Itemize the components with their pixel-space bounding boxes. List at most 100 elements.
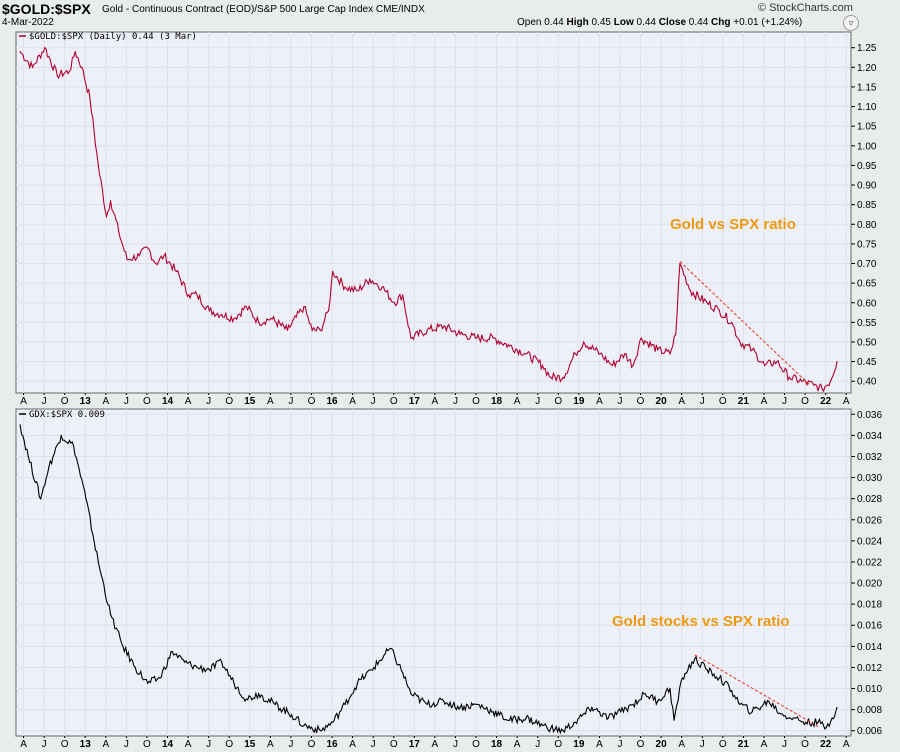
gold-data-point — [443, 325, 445, 327]
gdx-y-tick-label: 0.010 — [857, 684, 882, 695]
gdx-x-tick-label: A — [432, 739, 439, 750]
gdx-y-tick-label: 0.024 — [857, 536, 882, 547]
gold-y-tick-label: 0.70 — [857, 259, 877, 270]
gold-data-point — [19, 51, 21, 53]
gold-x-tick-label: O — [308, 396, 316, 407]
gold-data-point — [679, 262, 681, 265]
gold-data-point — [163, 255, 165, 257]
gdx-y-tick-label: 0.012 — [857, 663, 882, 674]
gdx-data-point — [72, 445, 75, 447]
gold-data-point — [492, 337, 494, 339]
gdx-x-tick-label: A — [761, 739, 768, 750]
gdx-data-point — [492, 711, 494, 713]
gdx-x-tick-label: A — [514, 739, 521, 750]
gdx-data-point — [831, 717, 833, 719]
gold-x-tick-label: J — [617, 396, 622, 407]
gdx-data-point — [620, 711, 622, 713]
gdx-y-tick-label: 0.036 — [857, 410, 882, 421]
gdx-data-point — [332, 721, 334, 723]
gold-data-point — [776, 361, 778, 363]
close-value: 0.44 — [688, 17, 709, 28]
gdx-data-point — [706, 668, 708, 671]
gdx-data-point — [19, 424, 21, 426]
gdx-x-tick-label: A — [678, 739, 685, 750]
gdx-data-point — [290, 714, 293, 716]
gdx-x-tick-label: O — [390, 739, 398, 750]
gold-data-point — [583, 341, 585, 343]
settings-chevron-icon[interactable]: ▿ — [843, 15, 859, 31]
gold-data-point — [574, 353, 577, 355]
gold-x-tick-label: J — [42, 396, 47, 407]
gold-data-point — [344, 286, 346, 288]
gdx-x-tick-label: 16 — [326, 739, 338, 750]
gdx-data-point — [644, 693, 646, 695]
gdx-x-tick-label: 18 — [491, 739, 503, 750]
gdx-data-point — [739, 703, 741, 705]
gdx-x-tick-label: 20 — [656, 739, 668, 750]
gdx-data-point — [60, 434, 62, 436]
gdx-data-point — [632, 703, 634, 705]
gold-data-point — [175, 270, 178, 272]
gold-x-tick-label: O — [225, 396, 233, 407]
gdx-data-point — [694, 658, 696, 660]
gdx-y-tick-label: 0.028 — [857, 494, 882, 505]
gold-data-point — [31, 66, 34, 68]
stockcharts-brand[interactable]: © StockCharts.com — [758, 2, 853, 14]
chart-date: 4-Mar-2022 — [2, 17, 54, 28]
high-value: 0.45 — [591, 17, 611, 28]
gold-y-tick-label: 0.85 — [857, 200, 877, 211]
gdx-x-tick-label: J — [288, 739, 293, 750]
gdx-data-point — [258, 693, 260, 695]
gold-y-tick-label: 0.80 — [857, 220, 877, 231]
gdx-data-point — [233, 682, 235, 684]
gdx-data-point — [673, 719, 675, 721]
chg-value: +0.01 (+1.24%) — [733, 17, 803, 28]
gdx-x-tick-label: O — [61, 739, 69, 750]
gold-x-tick-label: 13 — [80, 396, 92, 407]
gold-data-point — [270, 317, 272, 320]
gdx-data-point — [681, 677, 683, 679]
gold-data-point — [245, 306, 247, 308]
gdx-data-point — [591, 706, 593, 709]
gdx-x-tick-label: A — [843, 739, 850, 750]
gdx-x-tick-label: O — [472, 739, 480, 750]
gold-x-tick-label: O — [61, 396, 69, 407]
gold-data-point — [801, 380, 803, 382]
gdx-data-point — [805, 721, 807, 723]
gold-data-point — [328, 309, 330, 312]
gdx-data-point — [27, 455, 29, 458]
gdx-data-point — [110, 614, 112, 616]
gold-data-point — [599, 353, 601, 355]
gold-data-point — [476, 337, 478, 339]
gold-data-point — [74, 51, 76, 53]
low-label: Low — [613, 17, 634, 28]
gold-series-line — [19, 46, 838, 393]
gold-data-point — [381, 286, 383, 288]
gdx-x-tick-label: J — [782, 739, 787, 750]
gold-data-point — [188, 294, 190, 296]
gdx-data-point — [221, 661, 223, 663]
gdx-data-point — [574, 721, 577, 723]
low-value: 0.44 — [636, 17, 656, 28]
gold-data-point — [751, 349, 753, 351]
gold-y-tick-label: 1.15 — [857, 82, 877, 93]
gold-data-point — [640, 337, 642, 339]
close-label: Close — [658, 17, 687, 28]
gold-data-point — [393, 302, 396, 304]
gdx-data-point — [402, 672, 404, 674]
gdx-x-tick-label: 21 — [738, 739, 750, 750]
gold-data-point — [410, 337, 412, 339]
gdx-data-point — [657, 700, 659, 702]
gold-data-point — [764, 364, 766, 367]
gold-data-point — [541, 364, 544, 367]
gdx-y-tick-label: 0.016 — [857, 621, 882, 632]
gdx-x-tick-label: O — [308, 739, 316, 750]
gold-data-point — [669, 353, 671, 355]
gdx-data-point — [344, 703, 346, 705]
gold-data-point — [196, 294, 198, 296]
gdx-x-tick-label: O — [719, 739, 727, 750]
quote-summary: Open 0.44 High 0.45 Low 0.44 Close 0.44 … — [517, 17, 802, 28]
gold-data-point — [68, 70, 71, 72]
gdx-data-point — [356, 682, 359, 684]
